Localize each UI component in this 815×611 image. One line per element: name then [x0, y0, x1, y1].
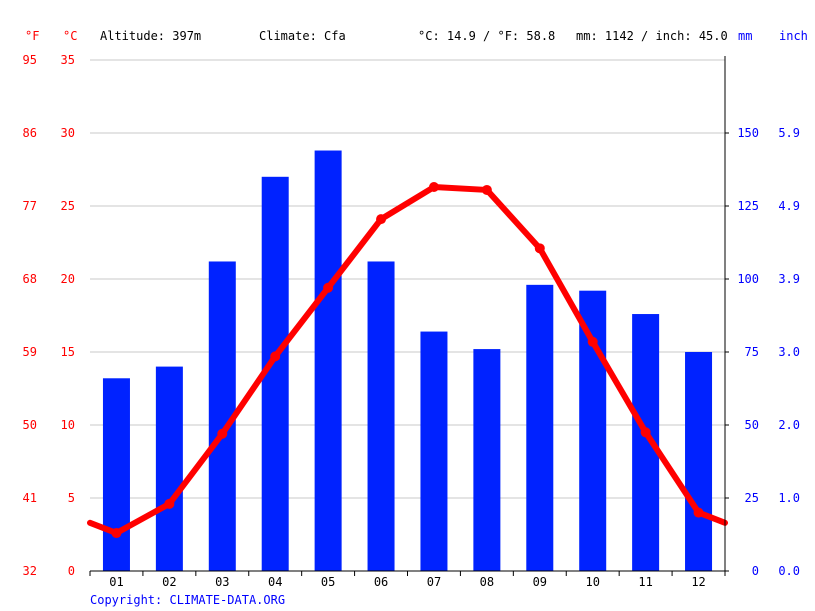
unit-celsius-label: °C: [63, 29, 77, 43]
y-tick-inch: 3.0: [778, 345, 800, 359]
y-tick-fahrenheit: 77: [23, 199, 37, 213]
x-tick-labels: 01 02 03 04 05 06 07 08 09 10 11 12: [109, 575, 706, 589]
precipitation-bar: [420, 331, 448, 571]
temperature-point: [640, 427, 651, 438]
y-tick-labels: 32 0 0 0.0 41 5 25 1.0 50 10 50 2.0 59 15 75 3.0 68 20 100…: [23, 53, 800, 578]
temperature-point: [587, 336, 598, 347]
y-tick-fahrenheit: 50: [23, 418, 37, 432]
temperature-point: [376, 214, 387, 225]
copyright-label: Copyright: CLIMATE-DATA.ORG: [90, 593, 285, 607]
precipitation-bar: [685, 352, 713, 571]
y-tick-fahrenheit: 32: [23, 564, 37, 578]
y-tick-fahrenheit: 41: [23, 491, 37, 505]
x-tick-label: 12: [691, 575, 705, 589]
y-tick-fahrenheit: 95: [23, 53, 37, 67]
temperature-point: [217, 428, 228, 439]
y-tick-celsius: 10: [61, 418, 75, 432]
precipitation-bar: [473, 349, 501, 571]
y-tick-celsius: 0: [68, 564, 75, 578]
altitude-label: Altitude: 397m: [100, 29, 201, 43]
x-tick-label: 08: [480, 575, 494, 589]
temperature-average-label: °C: 14.9 / °F: 58.8: [418, 29, 555, 43]
y-tick-fahrenheit: 59: [23, 345, 37, 359]
y-tick-inch: 5.9: [778, 126, 800, 140]
y-tick-celsius: 5: [68, 491, 75, 505]
x-tick-label: 10: [585, 575, 599, 589]
x-tick-label: 09: [533, 575, 547, 589]
x-tick-label: 06: [374, 575, 388, 589]
temperature-line-layer: [87, 182, 728, 539]
x-tick-label: 01: [109, 575, 123, 589]
temperature-point: [534, 243, 545, 254]
y-tick-celsius: 20: [61, 272, 75, 286]
precipitation-total-label: mm: 1142 / inch: 45.0: [576, 29, 728, 43]
precipitation-bar: [155, 366, 183, 571]
precipitation-bars: [102, 150, 713, 572]
y-tick-celsius: 25: [61, 199, 75, 213]
y-tick-mm: 75: [745, 345, 759, 359]
x-tick-label: 05: [321, 575, 335, 589]
y-tick-celsius: 35: [61, 53, 75, 67]
temperature-point: [323, 282, 334, 293]
temperature-point: [428, 182, 439, 193]
y-tick-inch: 2.0: [778, 418, 800, 432]
y-tick-mm: 125: [737, 199, 759, 213]
precipitation-bar: [314, 150, 342, 571]
temperature-point: [270, 351, 281, 362]
y-tick-inch: 4.9: [778, 199, 800, 213]
x-tick-label: 07: [427, 575, 441, 589]
axis-layer: [89, 56, 729, 576]
x-tick-label: 03: [215, 575, 229, 589]
y-tick-mm: 100: [737, 272, 759, 286]
y-tick-mm: 25: [745, 491, 759, 505]
unit-fahrenheit-label: °F: [25, 29, 39, 43]
unit-mm-label: mm: [738, 29, 752, 43]
y-tick-mm: 0: [752, 564, 759, 578]
chart-header: °F °C Altitude: 397m Climate: Cfa °C: 14…: [25, 29, 808, 43]
grid-layer: [90, 59, 725, 499]
precipitation-bar: [579, 290, 607, 571]
precipitation-bar: [367, 261, 395, 571]
precipitation-bar: [102, 378, 130, 571]
precipitation-bar: [526, 284, 554, 571]
y-tick-mm: 150: [737, 126, 759, 140]
x-tick-label: 04: [268, 575, 282, 589]
y-tick-fahrenheit: 86: [23, 126, 37, 140]
climate-label: Climate: Cfa: [259, 29, 346, 43]
temperature-line: [87, 184, 728, 537]
unit-inch-label: inch: [779, 29, 808, 43]
temperature-point: [164, 498, 175, 509]
temperature-point: [481, 184, 492, 195]
y-tick-inch: 3.9: [778, 272, 800, 286]
temperature-point: [693, 507, 704, 518]
temperature-point: [111, 528, 122, 539]
y-tick-celsius: 30: [61, 126, 75, 140]
y-tick-inch: 1.0: [778, 491, 800, 505]
y-tick-celsius: 15: [61, 345, 75, 359]
y-tick-inch: 0.0: [778, 564, 800, 578]
x-tick-label: 11: [638, 575, 652, 589]
y-tick-fahrenheit: 68: [23, 272, 37, 286]
x-tick-label: 02: [162, 575, 176, 589]
y-tick-mm: 50: [745, 418, 759, 432]
